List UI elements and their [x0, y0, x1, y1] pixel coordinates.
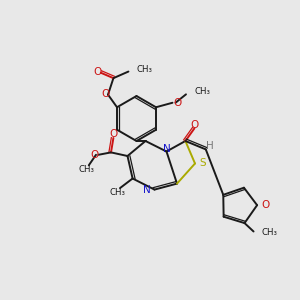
Text: CH₃: CH₃ — [110, 188, 126, 197]
Text: CH₃: CH₃ — [78, 165, 94, 174]
Text: O: O — [261, 200, 269, 210]
Text: H: H — [206, 141, 214, 151]
Text: O: O — [109, 129, 118, 140]
Text: S: S — [199, 158, 206, 169]
Text: CH₃: CH₃ — [262, 229, 278, 238]
Text: N: N — [163, 143, 170, 154]
Text: O: O — [93, 67, 101, 77]
Text: O: O — [101, 89, 110, 99]
Text: CH₃: CH₃ — [194, 87, 210, 96]
Text: O: O — [90, 150, 98, 160]
Text: CH₃: CH₃ — [137, 64, 153, 74]
Text: O: O — [190, 120, 199, 130]
Text: O: O — [173, 98, 181, 108]
Text: N: N — [143, 184, 151, 195]
